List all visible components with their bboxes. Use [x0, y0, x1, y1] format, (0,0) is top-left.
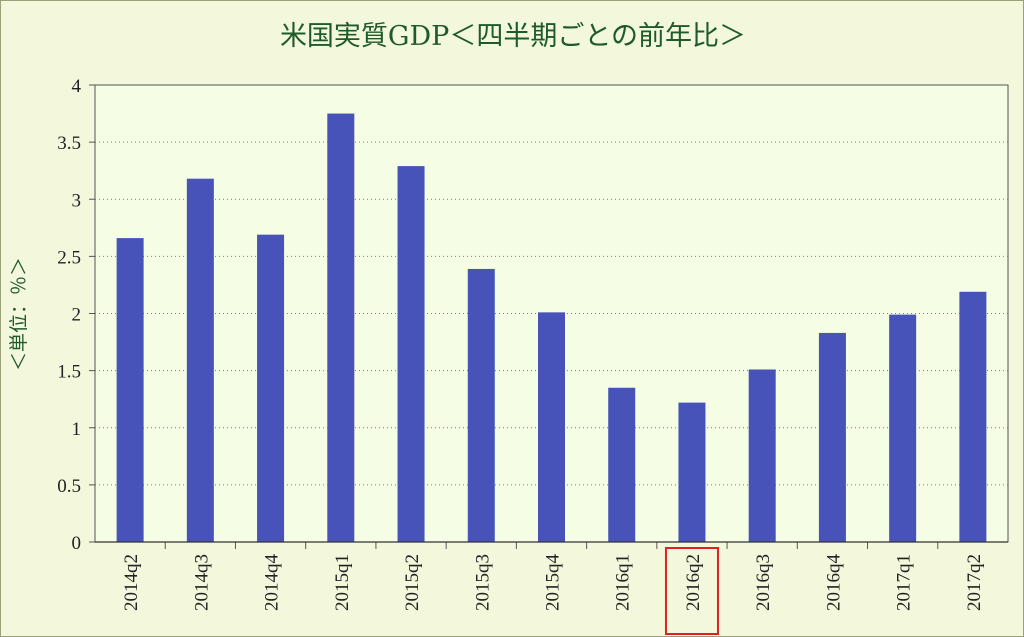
bar [467, 268, 495, 542]
x-tick-label: 2015q3 [472, 554, 493, 611]
x-tick-label: 2014q4 [262, 554, 283, 612]
bar [959, 291, 987, 542]
bar [889, 314, 917, 542]
x-tick-label: 2015q4 [543, 554, 564, 612]
bar [748, 369, 776, 542]
x-tick-label: 2015q2 [402, 554, 423, 611]
y-tick-label: 0 [72, 533, 82, 554]
y-axis-label: ＜単位：％＞ [8, 257, 30, 371]
x-tick-labels: 2014q2 2014q3 2014q4 2015q1 2015q2 2015q3 2015… [121, 547, 985, 635]
y-tick-label: 0.5 [57, 476, 81, 497]
bars [116, 113, 987, 543]
y-tick-label: 3 [72, 190, 82, 211]
x-tick-label: 2014q2 [121, 554, 142, 611]
y-tick-label: 1 [72, 419, 82, 440]
y-tick-label: 2 [72, 305, 82, 326]
x-tick-label: 2017q1 [894, 554, 915, 611]
bar [608, 387, 636, 542]
axes [89, 84, 1008, 549]
x-tick-label: 2016q2 [683, 554, 704, 611]
bar [116, 238, 144, 542]
y-tick-label: 4 [72, 76, 82, 97]
chart-title: 米国実質GDP＜四半期ごとの前年比＞ [280, 21, 746, 52]
bar [257, 234, 285, 543]
x-tick-label: 2016q3 [753, 554, 774, 611]
y-tick-label: 3.5 [57, 133, 81, 154]
bar [186, 178, 214, 542]
x-tick-label: 2014q3 [191, 554, 212, 611]
y-tick-labels: 0 0.5 1 1.5 2 2.5 3 3.5 4 [57, 76, 81, 554]
bar [538, 312, 565, 542]
highlight-box [664, 547, 719, 635]
x-tick-label: 2017q2 [964, 554, 985, 611]
bar [818, 332, 846, 542]
y-tick-label: 2.5 [57, 247, 81, 268]
y-tick-label: 1.5 [57, 362, 81, 383]
x-tick-label: 2015q1 [332, 554, 353, 611]
x-tick-label: 2016q4 [823, 554, 844, 612]
bar [397, 166, 425, 542]
x-tick-label: 2016q1 [613, 554, 634, 611]
grid-lines [95, 141, 1008, 486]
bar [327, 113, 355, 542]
bar [678, 402, 706, 542]
